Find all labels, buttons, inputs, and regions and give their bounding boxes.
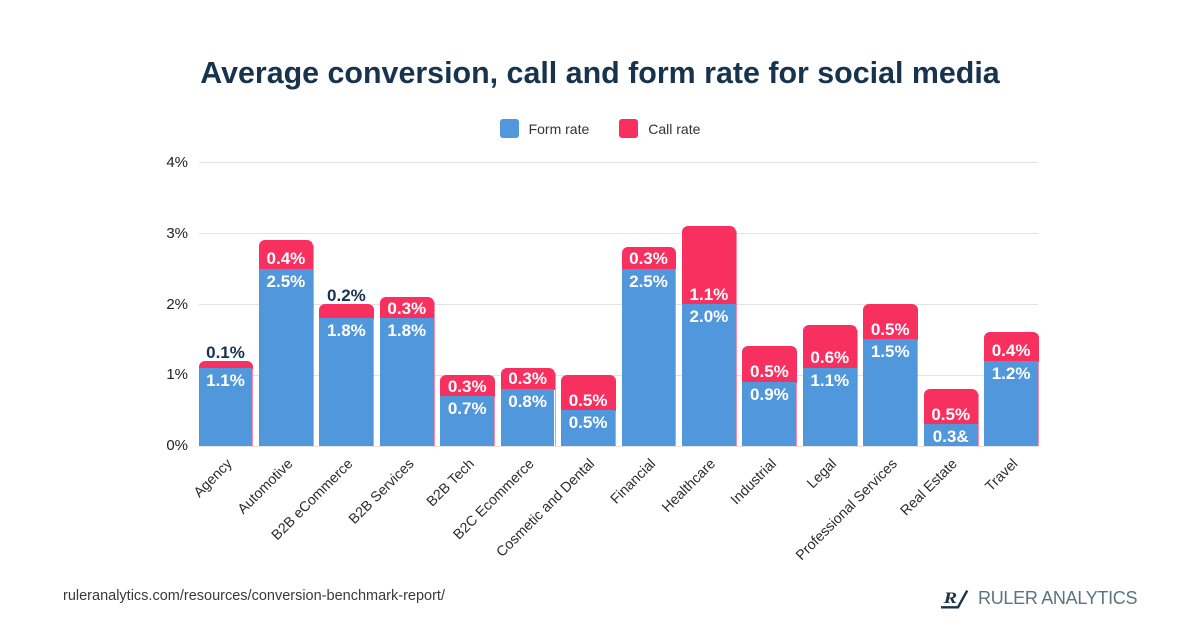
svg-text:R: R xyxy=(942,590,957,607)
